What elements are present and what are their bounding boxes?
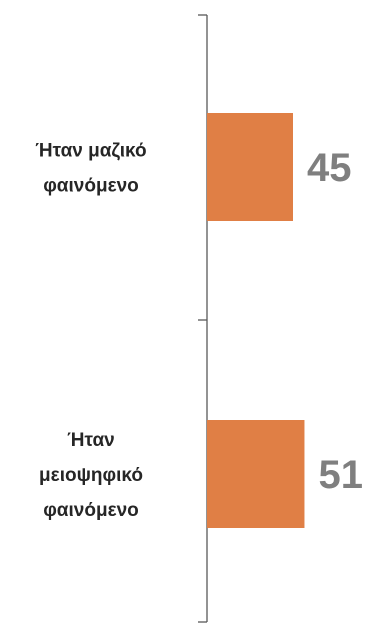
bar-series	[207, 113, 305, 528]
category-label-0-line-0: Ήταν μαζικό	[35, 141, 146, 162]
data-label-0: 45	[307, 146, 352, 190]
category-label-0: Ήταν μαζικό φαινόμενο	[35, 141, 146, 197]
category-label-1: Ήταν μειοψηφικό φαινόμενο	[39, 430, 143, 521]
category-label-0-line-1: φαινόμενο	[43, 176, 139, 197]
category-label-1-line-2: φαινόμενο	[43, 500, 139, 521]
category-label-1-line-1: μειοψηφικό	[39, 465, 143, 486]
category-label-1-line-0: Ήταν	[67, 430, 114, 451]
data-labels: 45 51	[307, 146, 363, 497]
data-label-1: 51	[318, 453, 363, 497]
bar-0	[207, 113, 293, 221]
category-axis	[198, 14, 208, 623]
category-labels: Ήταν μαζικό φαινόμενο Ήταν μειοψηφικό φαινόμ…	[35, 141, 146, 522]
bar-1	[207, 420, 305, 528]
